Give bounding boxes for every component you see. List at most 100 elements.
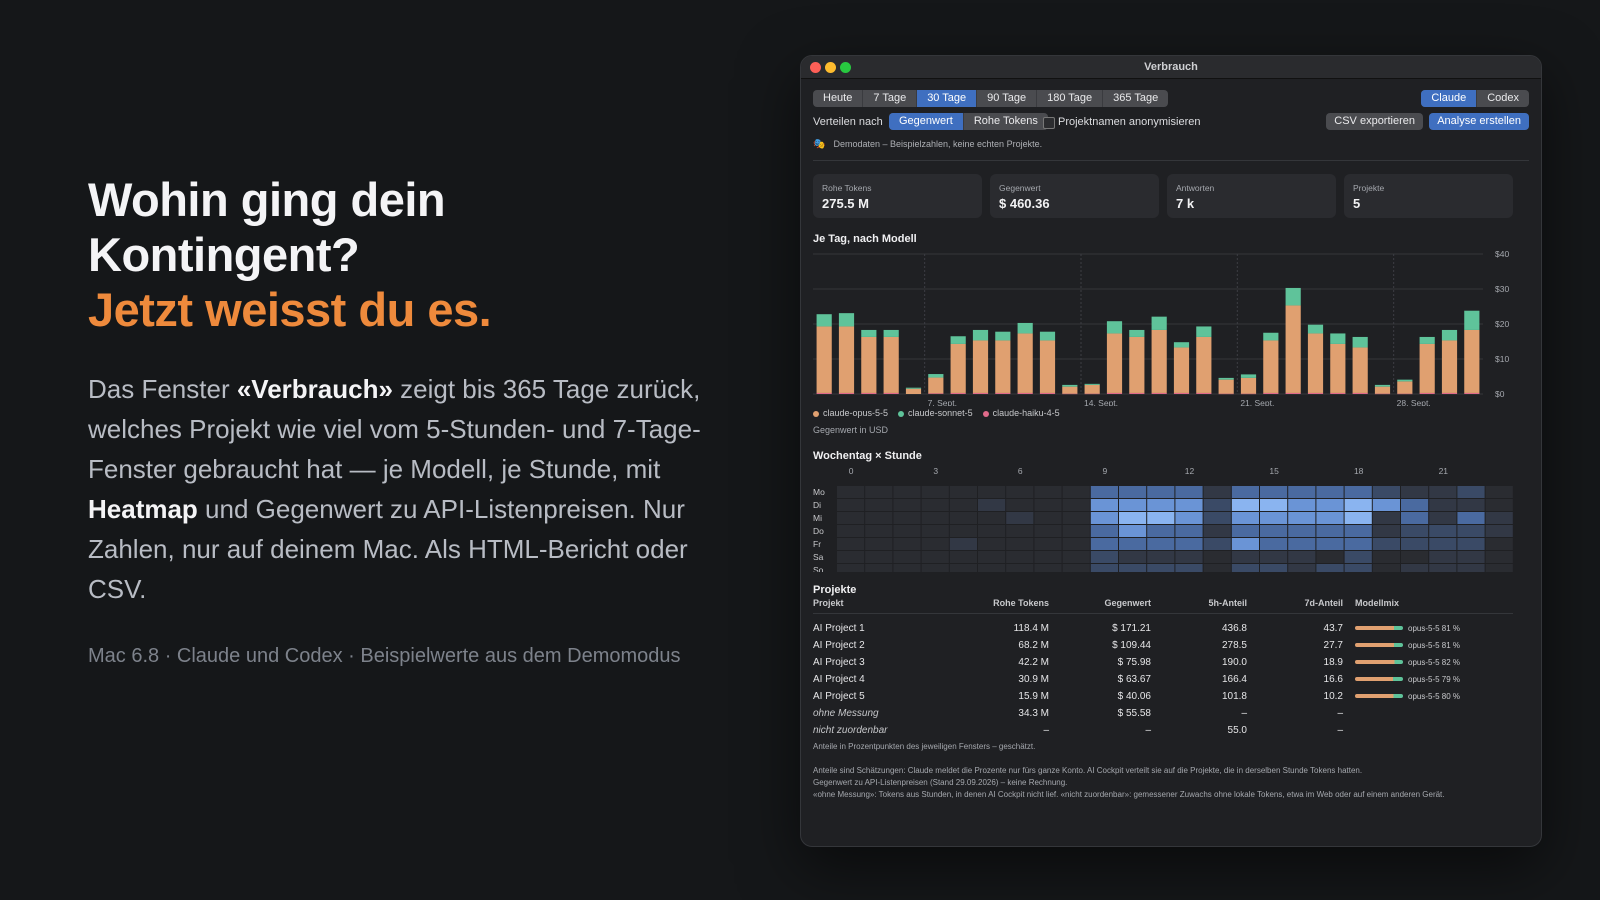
bar-segment xyxy=(1441,392,1458,394)
heatmap-cell xyxy=(1175,486,1203,498)
distribute-tab-rohe-tokens[interactable]: Rohe Tokens xyxy=(973,115,1038,127)
bar-segment xyxy=(1352,336,1368,348)
heatmap-cell xyxy=(1429,564,1457,572)
heatmap-cell xyxy=(1457,499,1485,511)
provider-tab-codex[interactable]: Codex xyxy=(1487,92,1519,104)
stat-label: Antworten xyxy=(1176,183,1215,193)
heatmap-cell xyxy=(1175,551,1203,563)
provider-tab-claude[interactable]: Claude xyxy=(1421,90,1478,107)
hour-tick-label: 9 xyxy=(1103,466,1108,476)
zoom-window-button[interactable] xyxy=(840,62,851,73)
export-csv-button[interactable]: CSV exportieren xyxy=(1326,113,1423,130)
bar-segment xyxy=(1084,393,1100,395)
x-tick-label: 28. Sept. xyxy=(1397,398,1431,406)
range-tab-90-tage[interactable]: 90 Tage xyxy=(977,90,1038,107)
table-row[interactable]: nicht zuordenbar – – 55.0 – xyxy=(813,722,1513,739)
minimize-window-button[interactable] xyxy=(825,62,836,73)
distribute-tab-gegenwert[interactable]: Gegenwert xyxy=(889,113,964,130)
projects-title: Projekte xyxy=(813,584,857,596)
col-value: Gegenwert xyxy=(1049,598,1151,614)
heatmap-cell xyxy=(1147,564,1175,572)
heatmap-cell xyxy=(893,512,921,524)
model-mix-bar xyxy=(1355,694,1403,699)
heatmap-cell xyxy=(893,564,921,572)
bar-segment xyxy=(1397,379,1413,382)
heatmap-cell xyxy=(1175,525,1203,537)
legend-label: claude-opus-5-5 xyxy=(823,408,889,418)
heatmap-cell xyxy=(865,512,893,524)
range-segmented-control: Heute 7 Tage 30 Tage 90 Tage 180 Tage 365 Tag… xyxy=(813,90,1169,107)
bar-segment xyxy=(1240,377,1257,394)
cell-h5: 166.4 xyxy=(1221,674,1247,685)
bar-segment xyxy=(883,392,899,394)
heatmap-cell xyxy=(837,564,865,572)
heatmap-cell xyxy=(1316,564,1344,572)
heatmap-cell xyxy=(1119,538,1147,550)
heatmap-cell xyxy=(1090,512,1118,524)
cell-h5: 190.0 xyxy=(1221,657,1247,668)
heatmap-cell xyxy=(1062,538,1090,550)
cell-mix: opus-5-5 82 % xyxy=(1343,654,1513,671)
range-tab-365-tage[interactable]: 365 Tage xyxy=(1113,92,1159,104)
cell-value: $ 55.58 xyxy=(1117,708,1151,719)
bar-segment xyxy=(950,336,966,344)
x-tick-label: 14. Sept. xyxy=(1084,398,1118,406)
hero-body-text: zeigt bis 365 Tage zurück, welches Proje… xyxy=(88,374,701,484)
weekday-label: Mi xyxy=(813,513,822,523)
table-row[interactable]: AI Project 3 42.2 M $ 75.98 190.0 18.9 opus-5… xyxy=(813,654,1513,671)
cell-value: – xyxy=(1145,725,1151,736)
weekday-label: Fr xyxy=(813,539,821,549)
distribute-label: Verteilen nach xyxy=(813,116,883,128)
anonymize-checkbox[interactable] xyxy=(1043,117,1055,129)
y-tick-label: $30 xyxy=(1495,284,1509,294)
title-bar: Verbrauch xyxy=(801,56,1541,79)
heatmap-cell xyxy=(978,538,1006,550)
legend-swatch xyxy=(982,410,989,417)
table-row[interactable]: AI Project 4 30.9 M $ 63.67 166.4 16.6 opus-5… xyxy=(813,671,1513,688)
cell-mix: opus-5-5 79 % xyxy=(1343,671,1513,688)
heatmap-cell xyxy=(1429,538,1457,550)
heatmap-cell xyxy=(1119,525,1147,537)
bar-segment xyxy=(1173,347,1190,393)
cell-h5: 278.5 xyxy=(1221,640,1247,651)
footnote-2: Gegenwert zu API-Listenpreisen (Stand 29… xyxy=(813,778,1068,787)
heatmap-cell xyxy=(1034,564,1062,572)
heatmap-cell xyxy=(1203,525,1231,537)
analyze-button[interactable]: Analyse erstellen xyxy=(1429,113,1529,130)
table-row[interactable]: AI Project 5 15.9 M $ 40.06 101.8 10.2 opus-5… xyxy=(813,688,1513,705)
close-window-button[interactable] xyxy=(810,62,821,73)
bar-segment xyxy=(972,340,989,393)
cell-mix: opus-5-5 80 % xyxy=(1343,688,1513,705)
bar-segment xyxy=(995,392,1011,394)
range-tab-7-tage[interactable]: 7 Tage xyxy=(863,90,918,107)
bar-segment xyxy=(1240,374,1257,378)
bar-segment xyxy=(928,374,944,378)
heatmap-cell xyxy=(1260,538,1288,550)
range-tab-30-tage[interactable]: 30 Tage xyxy=(917,90,978,107)
cell-name: AI Project 4 xyxy=(813,674,865,685)
bar-segment xyxy=(1285,305,1301,393)
heatmap-cell xyxy=(1288,486,1316,498)
cell-d7: 10.2 xyxy=(1323,691,1343,702)
table-row[interactable]: AI Project 1 118.4 M $ 171.21 436.8 43.7 opus… xyxy=(813,614,1513,638)
bar-segment xyxy=(1218,379,1234,394)
heatmap-cell xyxy=(1401,512,1429,524)
cell-mix: opus-5-5 81 % xyxy=(1343,614,1513,638)
bar-segment xyxy=(1173,392,1190,394)
heatmap-cell xyxy=(1485,486,1513,498)
range-tab-heute[interactable]: Heute xyxy=(813,90,864,107)
mask-icon: 🎭 xyxy=(813,139,826,150)
heatmap-cell xyxy=(1147,512,1175,524)
bar-segment xyxy=(1039,331,1056,341)
hero-meta: Mac 6.8 · Claude und Codex · Beispielwer… xyxy=(88,645,681,667)
heatmap-cell xyxy=(1288,525,1316,537)
cell-d7: 43.7 xyxy=(1323,623,1343,634)
cell-name: AI Project 3 xyxy=(813,657,865,668)
heatmap-cell xyxy=(1485,538,1513,550)
table-row[interactable]: ohne Messung 34.3 M $ 55.58 – – xyxy=(813,705,1513,722)
table-row[interactable]: AI Project 2 68.2 M $ 109.44 278.5 27.7 opus-… xyxy=(813,637,1513,654)
cell-mix: opus-5-5 81 % xyxy=(1343,637,1513,654)
heatmap-cell xyxy=(1372,525,1400,537)
cell-h5: 55.0 xyxy=(1227,725,1247,736)
range-tab-180-tage[interactable]: 180 Tage xyxy=(1037,90,1104,107)
